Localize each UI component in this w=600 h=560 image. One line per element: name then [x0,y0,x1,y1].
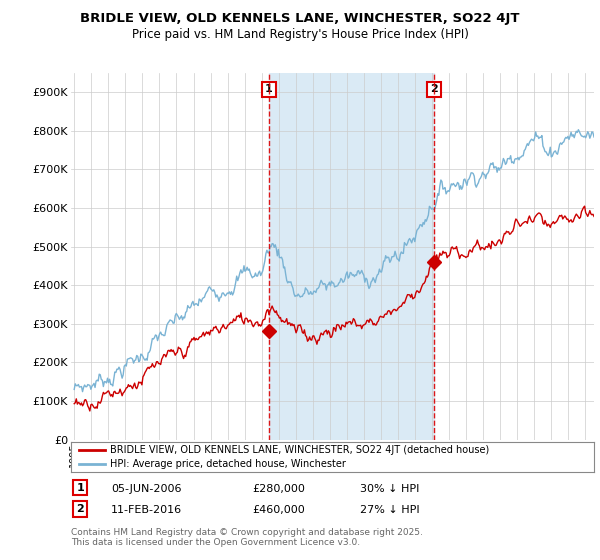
Text: HPI: Average price, detached house, Winchester: HPI: Average price, detached house, Winc… [110,459,346,469]
Text: Price paid vs. HM Land Registry's House Price Index (HPI): Price paid vs. HM Land Registry's House … [131,28,469,41]
Text: 1: 1 [76,483,84,493]
Text: £280,000: £280,000 [252,484,305,494]
Text: BRIDLE VIEW, OLD KENNELS LANE, WINCHESTER, SO22 4JT (detached house): BRIDLE VIEW, OLD KENNELS LANE, WINCHESTE… [110,445,489,455]
Text: 11-FEB-2016: 11-FEB-2016 [111,505,182,515]
Text: 1: 1 [265,85,273,94]
Text: BRIDLE VIEW, OLD KENNELS LANE, WINCHESTER, SO22 4JT: BRIDLE VIEW, OLD KENNELS LANE, WINCHESTE… [80,12,520,25]
Bar [269,73,434,440]
Text: 05-JUN-2006: 05-JUN-2006 [111,484,182,494]
Text: £460,000: £460,000 [252,505,305,515]
Text: Contains HM Land Registry data © Crown copyright and database right 2025.
This d: Contains HM Land Registry data © Crown c… [71,528,422,547]
Text: 2: 2 [76,504,84,514]
Text: 30% ↓ HPI: 30% ↓ HPI [360,484,419,494]
Text: 27% ↓ HPI: 27% ↓ HPI [360,505,419,515]
Text: 2: 2 [430,85,438,94]
